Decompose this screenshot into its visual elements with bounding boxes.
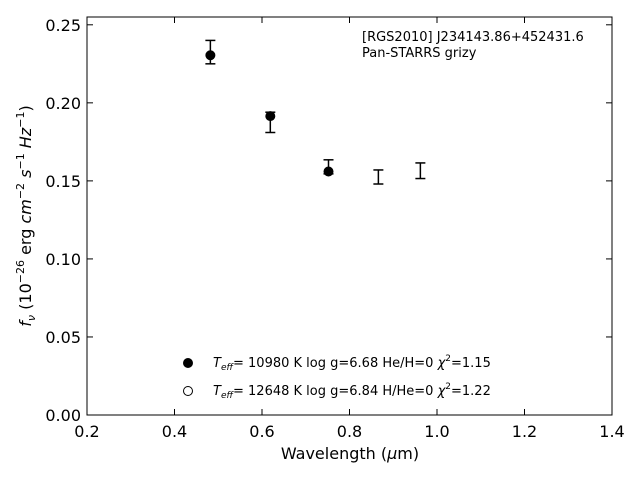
x-tick-label-3: 0.8: [337, 422, 362, 441]
x-tick-label-5: 1.2: [512, 422, 537, 441]
x-axis-title: Wavelength (μm): [281, 444, 419, 463]
legend-marker-open: [183, 386, 193, 396]
model-point-s0-0: [205, 50, 216, 61]
y-tick-label-0: 0.00: [45, 406, 81, 425]
y-tick-label-3: 0.15: [45, 172, 81, 191]
y-tick-label-4: 0.20: [45, 94, 81, 113]
x-tick-label-4: 1.0: [424, 422, 449, 441]
error-bar-3: [373, 169, 384, 185]
error-bars: [205, 39, 426, 185]
data-points: [205, 50, 334, 177]
y-tick-label-1: 0.05: [45, 328, 81, 347]
legend-entry-1: Teff= 10980 K log g=6.68 He/H=0 χ2=1.15: [213, 354, 491, 373]
y-axis-title: fν (10−26 erg cm−2 s−1 Hz−1): [14, 105, 38, 326]
x-tick-label-6: 1.4: [599, 422, 624, 441]
annotation-survey: Pan-STARRS grizy: [362, 46, 477, 61]
model-point-s0-2: [323, 166, 334, 177]
x-tick-label-0: 0.2: [74, 422, 99, 441]
axis-ticks: 0.2 0.4 0.6 0.8 1.0 1.2 1.4 0.00 0.05 0.10 0.15 0.2…: [45, 16, 624, 441]
model-point-s0-1: [265, 111, 276, 122]
legend-marker-filled: [183, 358, 193, 368]
y-tick-label-5: 0.25: [45, 16, 81, 35]
annotation-object-name: [RGS2010] J234143.86+452431.6: [362, 30, 584, 45]
x-tick-label-2: 0.6: [249, 422, 274, 441]
y-tick-label-2: 0.10: [45, 250, 81, 269]
x-tick-label-1: 0.4: [162, 422, 187, 441]
legend: Teff= 10980 K log g=6.68 He/H=0 χ2=1.15 …: [183, 354, 491, 401]
legend-entry-2: Teff= 12648 K log g=6.84 H/He=0 χ2=1.22: [213, 382, 491, 401]
error-bar-4: [415, 162, 426, 180]
